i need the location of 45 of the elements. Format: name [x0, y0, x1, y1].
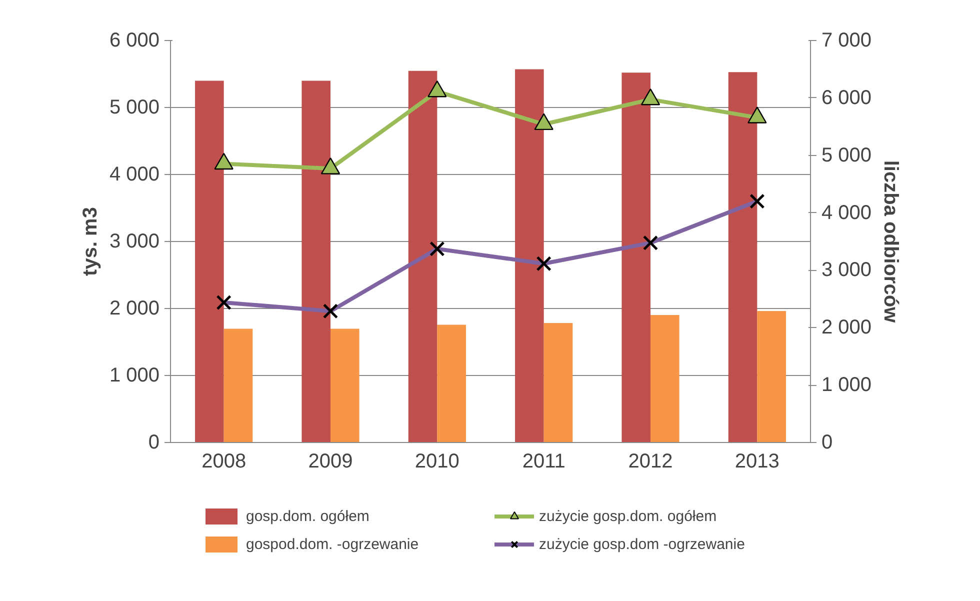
point [534, 113, 554, 130]
bar [650, 315, 680, 442]
y2-tick-label: 0 [822, 432, 833, 454]
point [640, 88, 660, 106]
bar [544, 323, 573, 442]
bar [622, 72, 650, 442]
bar [757, 310, 786, 442]
x-tick-label: 2013 [734, 450, 780, 472]
bar [330, 328, 360, 442]
bar [437, 324, 466, 442]
y-tick-label: 6 000 [109, 30, 160, 52]
y2-axis-title: liczba odbiorców [880, 160, 902, 324]
y2-tick-label: 1 000 [822, 374, 872, 396]
bar [408, 70, 438, 442]
x-tick-label: 2011 [522, 450, 566, 472]
bar [302, 80, 330, 442]
x-tick-label: 2008 [202, 450, 246, 472]
x-tick-label: 2012 [628, 450, 673, 472]
point [748, 106, 767, 124]
y2-tick-label: 4 000 [822, 202, 872, 224]
y-axis-title: tys. m3 [79, 207, 102, 276]
bar [515, 69, 544, 442]
legend-label: gosp.dom. ogółem [246, 508, 370, 524]
y-tick-label: 3 000 [109, 230, 160, 252]
x-tick-label: 2009 [308, 450, 353, 472]
y-tick-label: 4 000 [109, 164, 160, 186]
y2-tick-label: 2 000 [822, 316, 872, 339]
legend-label: gospod.dom. -ogrzewanie [246, 536, 420, 552]
y2-tick-label: 6 000 [822, 86, 872, 109]
y-tick-label: 0 [148, 432, 160, 454]
bar [224, 328, 253, 442]
y-tick-label: 2 000 [109, 298, 160, 320]
point [320, 157, 340, 174]
y-tick-label: 1 000 [109, 364, 160, 386]
y2-tick-label: 7 000 [822, 30, 872, 52]
bar [728, 72, 758, 442]
bar [195, 80, 224, 442]
y-tick-label: 5 000 [109, 96, 160, 118]
legend-label: zużycie gosp.dom. ogółem [539, 508, 718, 524]
point [214, 152, 234, 170]
y2-tick-label: 5 000 [822, 144, 872, 166]
legend-label: zużycie gosp.dom -ogrzewanie [539, 536, 746, 552]
x-tick-label: 2010 [414, 450, 460, 472]
point [428, 80, 447, 98]
y2-tick-label: 3 000 [822, 259, 872, 282]
